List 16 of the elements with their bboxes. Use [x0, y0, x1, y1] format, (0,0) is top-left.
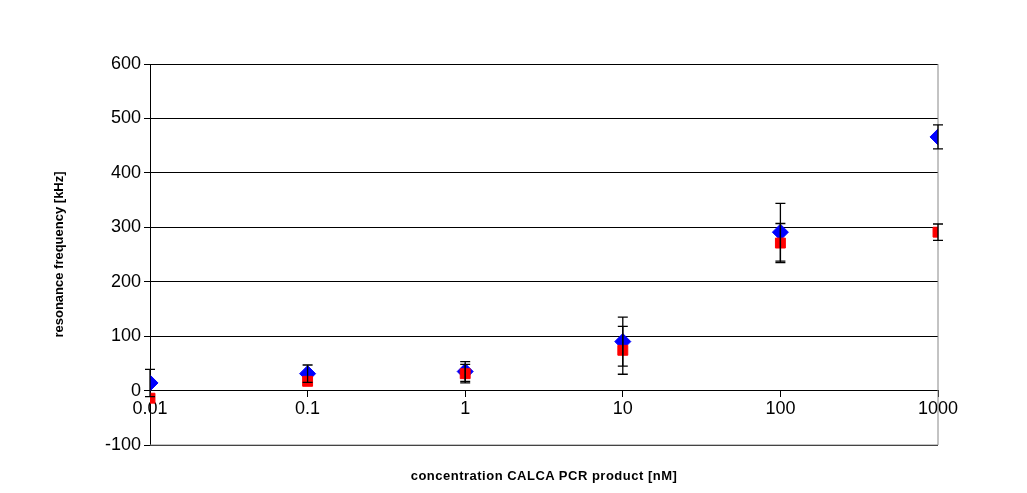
- y-tick-label: 600: [110, 52, 141, 73]
- y-tick-label: 300: [110, 216, 141, 237]
- y-axis-title: resonance frequency [kHz]: [51, 171, 67, 338]
- y-tick-label: 100: [110, 325, 141, 346]
- y-tick-label: 200: [110, 270, 141, 291]
- y-tick-label: 400: [110, 161, 141, 182]
- x-tick-label: 10: [612, 398, 633, 419]
- y-tick-label: 0: [130, 379, 141, 400]
- y-tick-label: -100: [104, 433, 141, 454]
- x-tick-label: 100: [765, 398, 796, 419]
- x-axis-title: concentration CALCA PCR product [nM]: [409, 468, 679, 483]
- x-tick-label: 1000: [917, 398, 959, 419]
- x-tick-label: 0.1: [295, 398, 321, 419]
- point: [617, 344, 629, 356]
- x-tick-label: 1: [460, 398, 471, 419]
- y-tick-label: 500: [110, 107, 141, 128]
